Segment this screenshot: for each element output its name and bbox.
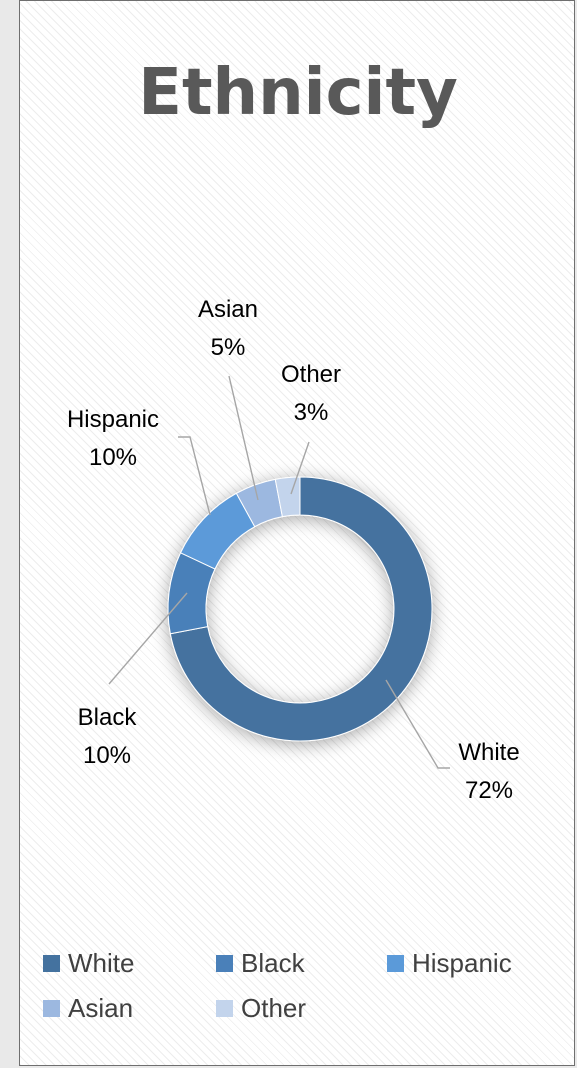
legend-swatch	[43, 999, 60, 1017]
chart-title: Ethnicity	[138, 56, 458, 130]
legend-swatch	[43, 954, 60, 972]
legend-label: Hispanic	[412, 947, 512, 978]
legend-item-asian: Asian	[43, 988, 133, 1028]
data-label-value-asian: 5%	[211, 334, 246, 361]
legend-item-other: Other	[216, 988, 306, 1028]
slice-white	[169, 476, 433, 742]
legend-swatch	[216, 954, 233, 972]
leader-line-asian	[228, 375, 259, 501]
legend-item-black: Black	[216, 943, 305, 983]
legend-item-hispanic: Hispanic	[387, 943, 512, 983]
legend-label: White	[68, 947, 135, 978]
leader-line-other	[290, 441, 310, 495]
leader-line-black	[108, 592, 188, 685]
data-label-value-other: 3%	[294, 399, 329, 426]
leader-line-hispanic	[178, 436, 211, 516]
legend-label: Black	[241, 947, 305, 978]
data-label-category-hispanic: Hispanic	[67, 406, 159, 433]
data-label-category-black: Black	[78, 704, 138, 731]
legend-label: Asian	[68, 992, 134, 1023]
legend-swatch	[387, 954, 404, 972]
legend-label: Other	[241, 992, 307, 1023]
data-label-value-black: 10%	[83, 742, 131, 769]
data-label-category-asian: Asian	[198, 296, 258, 323]
data-label-category-other: Other	[281, 361, 341, 388]
legend-swatch	[216, 999, 233, 1017]
legend-item-white: White	[43, 943, 134, 983]
data-label-category-white: White	[458, 739, 519, 766]
chart-area: Ethnicity	[19, 0, 575, 1066]
data-label-value-hispanic: 10%	[89, 444, 137, 471]
data-label-value-white: 72%	[465, 777, 513, 804]
leader-line-white	[385, 679, 450, 769]
